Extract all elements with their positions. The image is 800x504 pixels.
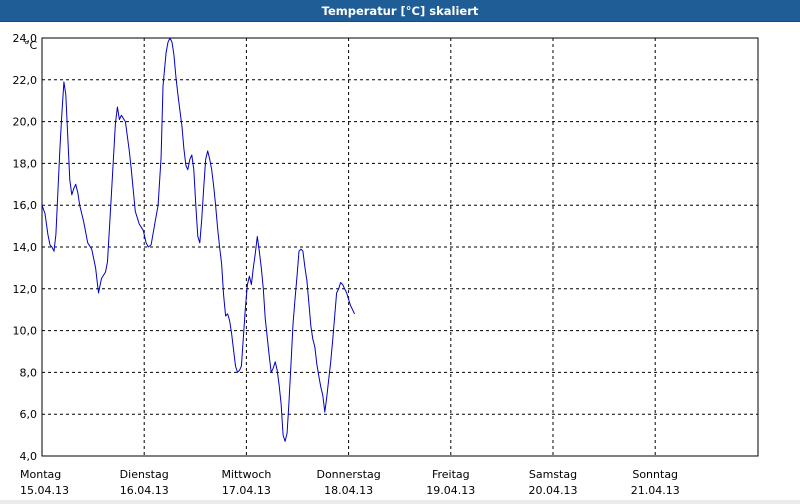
temperature-series-line <box>41 37 355 442</box>
y-tick-label: 20,0 <box>13 116 38 129</box>
x-tick-day: Samstag <box>529 468 577 481</box>
y-tick-label: 12,0 <box>13 283 38 296</box>
series-layer <box>41 37 355 442</box>
x-tick-day: Mittwoch <box>221 468 271 481</box>
y-tick-label: 4,0 <box>20 450 38 463</box>
y-axis-label: °C <box>24 39 38 52</box>
x-tick-date: 15.04.13 <box>20 484 69 497</box>
x-tick-date: 18.04.13 <box>324 484 373 497</box>
chart-svg: °C 4,0 6,0 8,0 10,0 12,0 14,0 16,0 18,0 20,0 22,0… <box>0 22 800 500</box>
y-tick-label: 24,0 <box>13 32 38 45</box>
y-tick-label: 18,0 <box>13 157 38 170</box>
x-tick-day: Montag <box>20 468 61 481</box>
x-tick-date: 19.04.13 <box>426 484 475 497</box>
y-tick-label: 8,0 <box>20 366 38 379</box>
y-tick-label: 6,0 <box>20 408 38 421</box>
x-tick-labels: Montag 15.04.13 Dienstag 16.04.13 Mittwoch 17… <box>20 468 680 497</box>
chart-area: °C 4,0 6,0 8,0 10,0 12,0 14,0 16,0 18,0 20,0 22,0… <box>0 22 800 500</box>
x-tick-day: Dienstag <box>120 468 169 481</box>
grid-lines <box>42 38 758 456</box>
chart-title: Temperatur [°C] skaliert <box>321 4 479 18</box>
x-tick-day: Donnerstag <box>316 468 380 481</box>
y-tick-label: 16,0 <box>13 199 38 212</box>
y-tick-label: 10,0 <box>13 325 38 338</box>
x-tick-date: 17.04.13 <box>222 484 271 497</box>
x-tick-day: Sonntag <box>632 468 678 481</box>
plot-border <box>41 37 759 457</box>
y-tick-label: 14,0 <box>13 241 38 254</box>
x-tick-date: 21.04.13 <box>631 484 680 497</box>
y-tick-label: 22,0 <box>13 74 38 87</box>
x-tick-date: 20.04.13 <box>529 484 578 497</box>
x-tick-day: Freitag <box>432 468 470 481</box>
title-bar: Temperatur [°C] skaliert <box>0 0 800 22</box>
x-tick-date: 16.04.13 <box>120 484 169 497</box>
y-tick-labels: 4,0 6,0 8,0 10,0 12,0 14,0 16,0 18,0 20,0 22,0 24,… <box>13 32 38 463</box>
chart-background <box>0 22 800 500</box>
